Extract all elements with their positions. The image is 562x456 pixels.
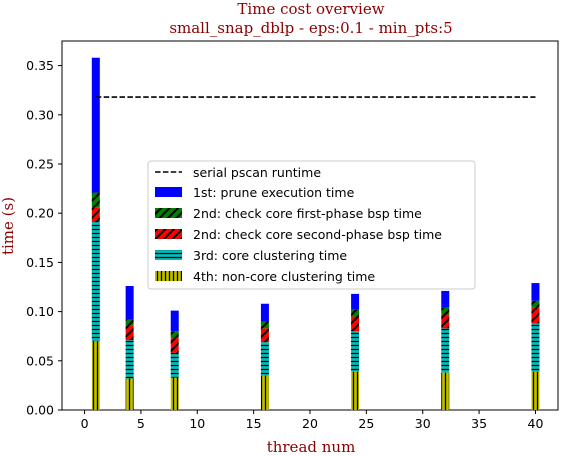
bar-segment-4th-t24 (351, 371, 360, 410)
legend-frame (147, 160, 476, 290)
x-tick-label: 30 (415, 416, 431, 431)
bar-segment-2nd-t32 (441, 314, 450, 329)
legend-label-core-clustering: 3rd: core clustering time (193, 248, 347, 263)
bar-segment-3rd-t16 (260, 342, 269, 376)
legend-label-prune: 1st: prune execution time (193, 185, 355, 200)
bar-segment-2nd-t4 (125, 325, 134, 341)
legend-swatch-core-clustering (155, 250, 182, 260)
x-tick-label: 40 (528, 416, 544, 431)
legend-swatch-prune (155, 187, 182, 197)
bar-segment-1st-t16 (260, 303, 269, 322)
bar-segment-2nd-t1 (91, 192, 100, 208)
y-tick-label: 0.05 (26, 353, 54, 368)
x-axis-ticks: 0 5 10 15 20 25 30 35 40 (81, 410, 544, 431)
legend-label-second-phase: 2nd: check core second-phase bsp time (193, 227, 442, 242)
legend: serial pscan runtime 1st: prune executio… (147, 160, 476, 290)
y-tick-label: 0.10 (26, 304, 54, 319)
bar-segment-2nd-t16 (260, 321, 269, 329)
legend-label-non-core-clustering: 4th: non-core clustering time (193, 269, 375, 284)
bar-segment-4th-t1 (91, 341, 100, 410)
bar-segment-2nd-t32 (441, 307, 450, 315)
legend-label-first-phase: 2nd: check core first-phase bsp time (193, 206, 422, 221)
legend-swatch-second-phase (155, 229, 182, 239)
bar-segment-2nd-t40 (531, 300, 540, 308)
legend-swatch-non-core-clustering (155, 271, 182, 281)
x-tick-label: 35 (471, 416, 487, 431)
y-tick-label: 0.35 (26, 58, 54, 73)
x-tick-label: 0 (81, 416, 89, 431)
bar-segment-4th-t40 (531, 371, 540, 410)
bar-segment-3rd-t1 (91, 222, 100, 342)
y-tick-label: 0.25 (26, 157, 54, 172)
x-tick-label: 15 (246, 416, 262, 431)
bar-segment-2nd-t40 (531, 307, 540, 324)
bar-segment-1st-t4 (125, 286, 134, 320)
bar-segment-3rd-t24 (351, 331, 360, 372)
bar-segment-2nd-t24 (351, 309, 360, 317)
x-tick-label: 10 (189, 416, 205, 431)
bar-segment-4th-t32 (441, 372, 450, 410)
y-axis-label: time (s) (0, 197, 17, 255)
bar-segment-3rd-t8 (170, 352, 179, 378)
bar-segment-1st-t32 (441, 290, 450, 308)
y-tick-label: 0.15 (26, 255, 54, 270)
bar-segment-4th-t4 (125, 378, 134, 410)
bar-segment-1st-t40 (531, 283, 540, 301)
x-tick-label: 5 (137, 416, 145, 431)
x-tick-label: 25 (358, 416, 374, 431)
y-tick-label: 0.20 (26, 206, 54, 221)
x-tick-label: 20 (302, 416, 318, 431)
bar-segment-2nd-t24 (351, 316, 360, 332)
bar-segment-4th-t8 (170, 377, 179, 410)
y-tick-label: 0.30 (26, 107, 54, 122)
bar-segment-3rd-t32 (441, 328, 450, 373)
chart-title: Time cost overview (237, 0, 384, 18)
bar-segment-1st-t1 (91, 57, 100, 193)
bar-segment-4th-t16 (260, 375, 269, 410)
y-axis-ticks: 0.00 0.05 0.10 0.15 0.20 0.25 0.30 0.35 (26, 58, 62, 418)
bar-segment-2nd-t16 (260, 328, 269, 343)
legend-label-serial: serial pscan runtime (193, 165, 321, 180)
bar-segment-3rd-t4 (125, 340, 134, 379)
stacked-bars (91, 57, 540, 410)
bar-segment-2nd-t8 (170, 331, 179, 339)
chart-subtitle: small_snap_dblp - eps:0.1 - min_pts:5 (169, 19, 452, 37)
y-tick-label: 0.00 (26, 403, 54, 418)
bar-segment-2nd-t1 (91, 207, 100, 223)
legend-swatch-first-phase (155, 208, 182, 218)
bar-segment-3rd-t40 (531, 323, 540, 372)
bar-segment-1st-t8 (170, 310, 179, 332)
bar-segment-2nd-t8 (170, 338, 179, 353)
bar-segment-2nd-t4 (125, 319, 134, 326)
bar-segment-1st-t24 (351, 293, 360, 310)
x-axis-label: thread num (267, 438, 356, 456)
